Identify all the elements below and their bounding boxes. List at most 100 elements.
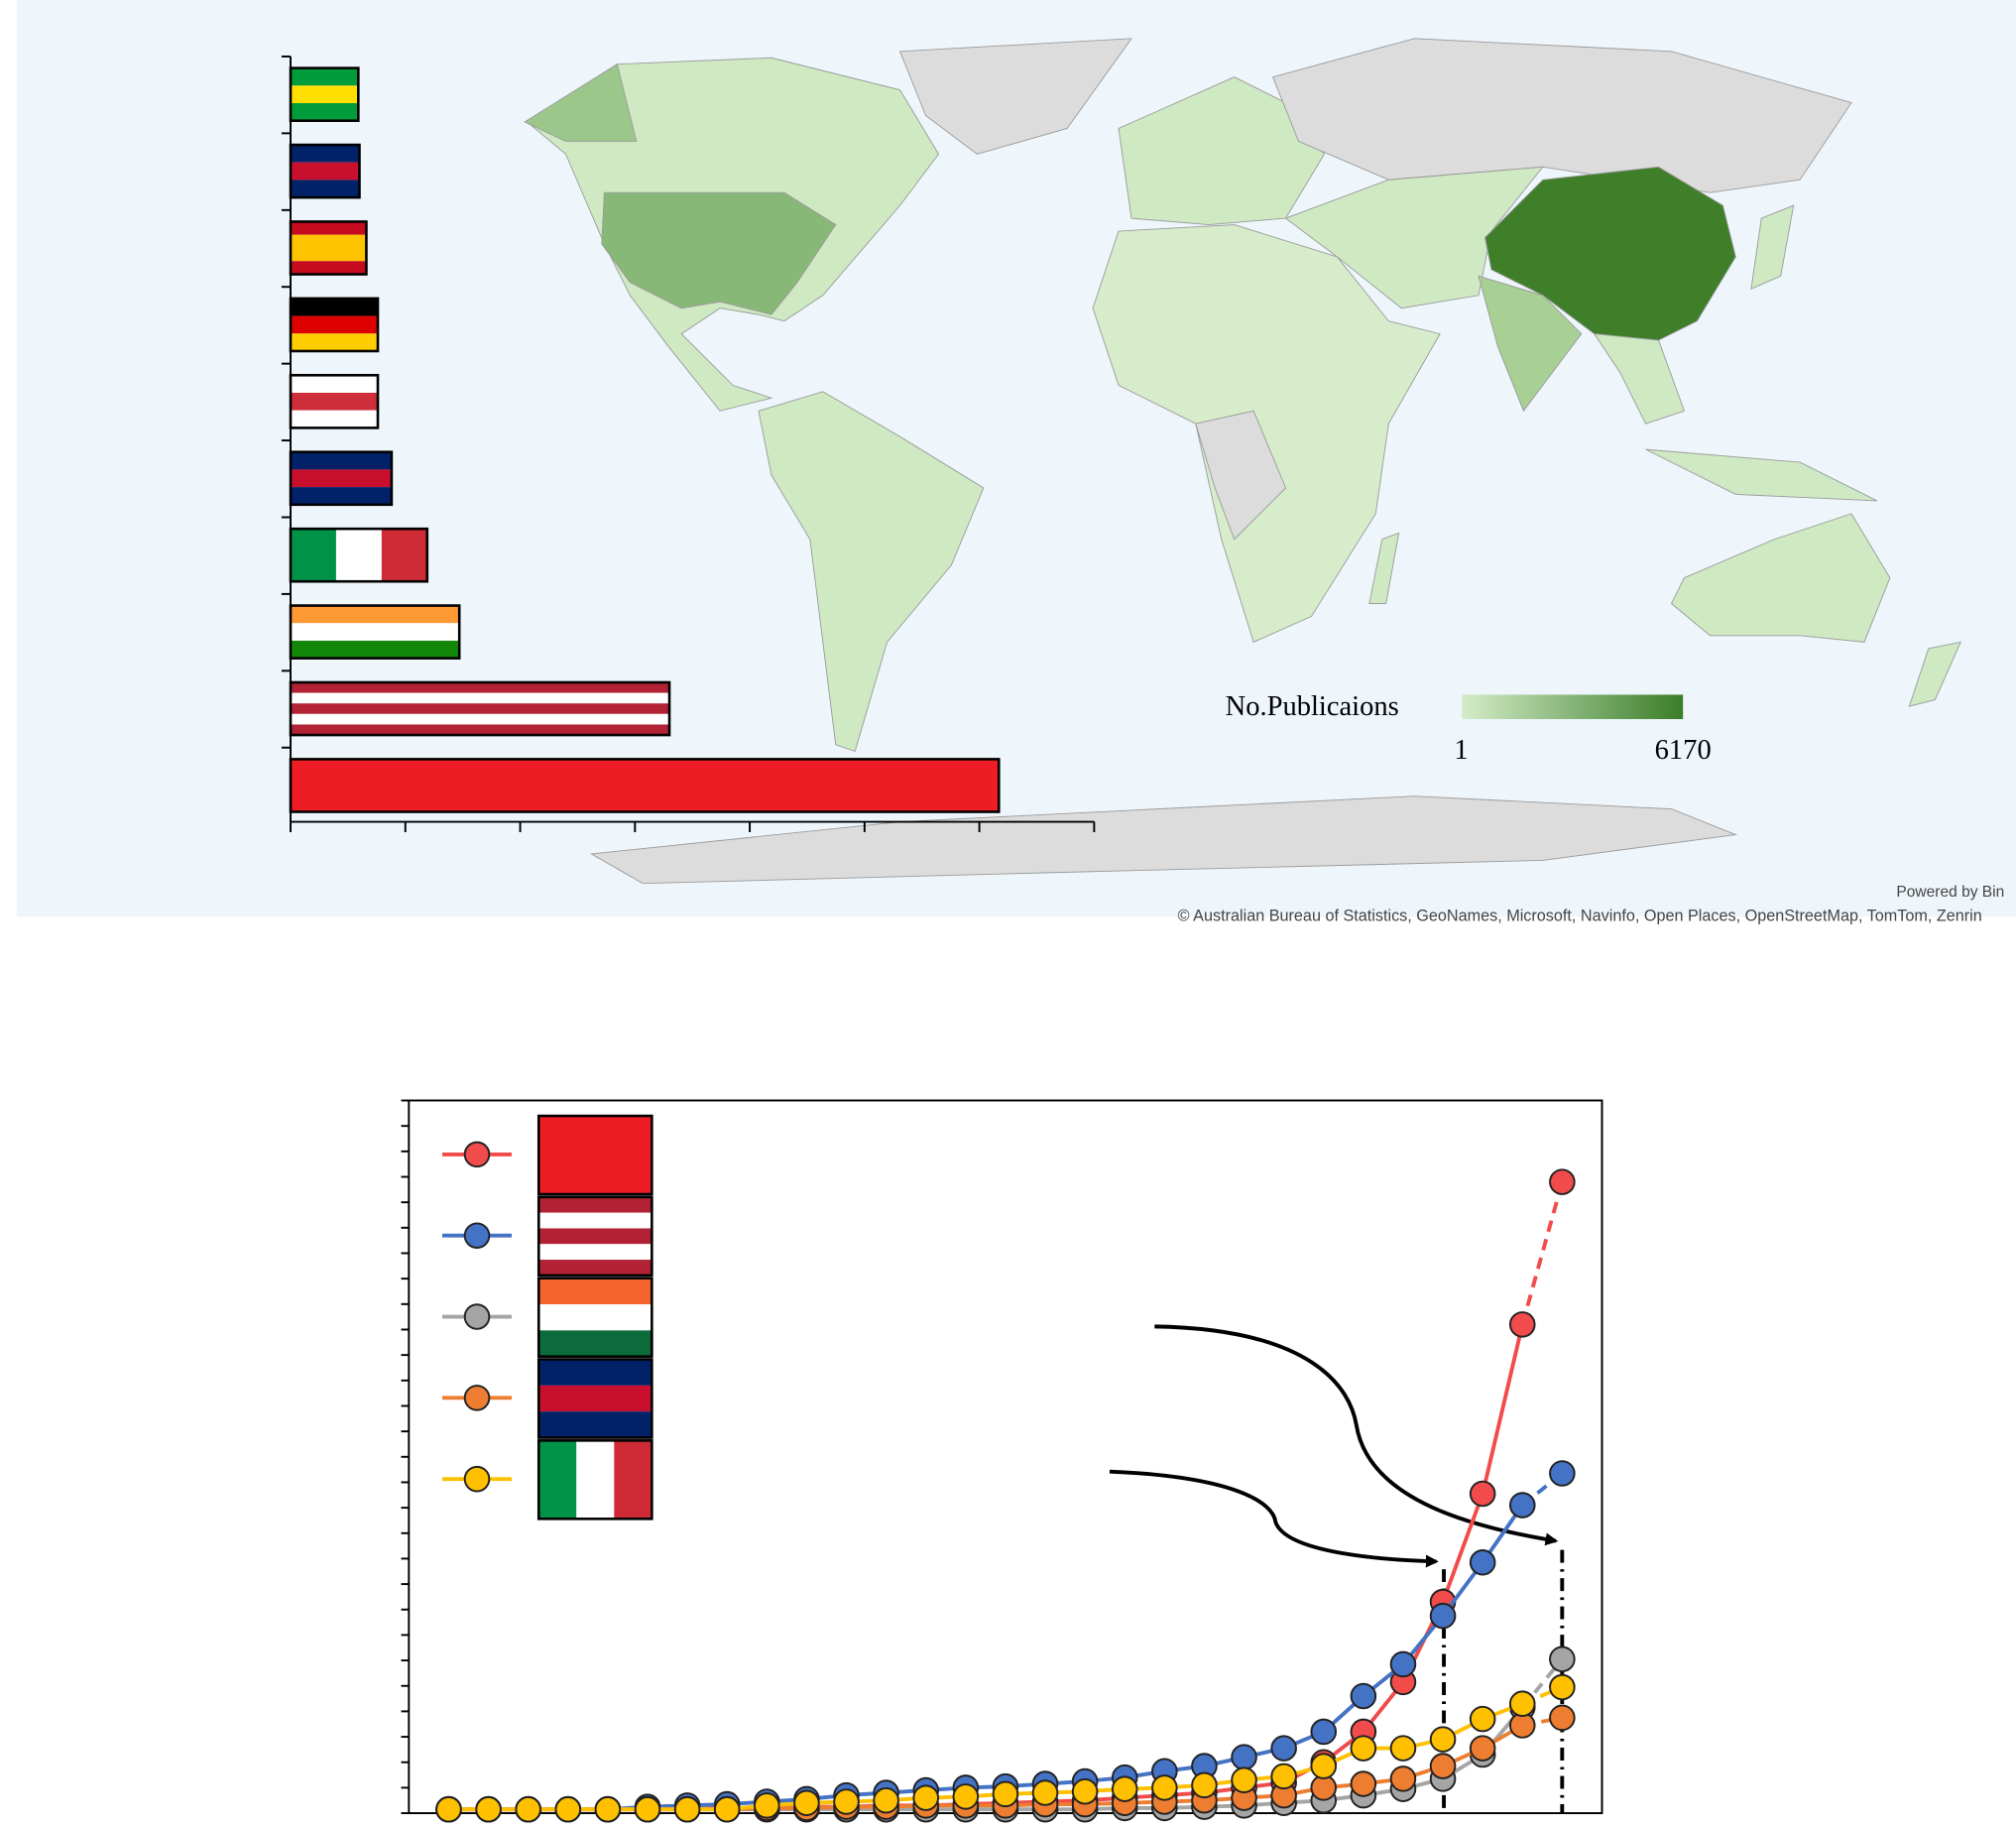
bar — [289, 527, 429, 583]
arrow — [1154, 1324, 1559, 1546]
data-point — [1549, 1460, 1576, 1487]
data-point — [1508, 1492, 1536, 1519]
flag-stripe — [291, 180, 360, 198]
flag-stripe — [291, 451, 392, 470]
bar — [289, 374, 380, 429]
flag-stripe — [291, 410, 379, 428]
indonesia — [1645, 448, 1878, 502]
antarctica — [589, 795, 1738, 885]
russia — [1271, 38, 1852, 193]
data-point — [952, 1783, 980, 1810]
flag-stripe — [538, 1359, 652, 1386]
bar — [289, 680, 671, 737]
bar — [289, 297, 380, 353]
series-line — [448, 1701, 1523, 1812]
madagascar — [1368, 532, 1400, 604]
flag-stripe — [291, 487, 392, 505]
flag-stripe — [538, 1116, 652, 1195]
data-point — [1508, 1690, 1536, 1717]
legend-marker — [463, 1303, 491, 1330]
data-point — [1350, 1770, 1377, 1797]
bar — [289, 66, 360, 122]
australia — [1670, 513, 1891, 643]
flag-stripe — [291, 605, 460, 624]
flag-stripe — [291, 234, 367, 248]
flag-stripe — [538, 1440, 577, 1520]
bar — [289, 143, 361, 199]
data-point — [1231, 1744, 1257, 1770]
legend-marker — [463, 1465, 491, 1493]
flag-stripe — [538, 1411, 652, 1438]
flag-stripe — [291, 298, 379, 316]
series-line — [448, 1504, 1524, 1812]
data-point — [1549, 1645, 1576, 1673]
data-point — [515, 1795, 541, 1823]
west-asia — [1284, 166, 1544, 309]
flag-stripe — [538, 1244, 652, 1261]
flag-stripe — [291, 67, 359, 86]
data-point — [1469, 1549, 1496, 1576]
data-point — [435, 1795, 462, 1823]
data-point — [1031, 1779, 1059, 1806]
flag-stripe — [614, 1440, 652, 1520]
flag-stripe — [291, 713, 670, 725]
data-point — [754, 1792, 780, 1819]
flag-stripe — [291, 315, 379, 334]
data-point — [1508, 1311, 1536, 1338]
data-point — [1469, 1705, 1496, 1733]
flag-stripe — [291, 261, 367, 275]
legend-marker — [463, 1141, 491, 1168]
legend-flag — [536, 1195, 653, 1278]
flag-stripe — [291, 681, 670, 693]
map-copyright: © Australian Bureau of Statistics, GeoNa… — [1178, 908, 1982, 925]
map-land — [524, 38, 1962, 885]
data-point — [475, 1795, 502, 1823]
data-point — [1071, 1777, 1099, 1805]
flag-stripe — [291, 529, 336, 582]
data-point — [1549, 1168, 1576, 1195]
flag-stripe — [538, 1330, 652, 1357]
data-point — [1310, 1718, 1338, 1746]
legend-flag — [536, 1358, 653, 1439]
data-point — [554, 1795, 582, 1823]
data-point — [912, 1784, 940, 1811]
flag-stripe — [538, 1385, 652, 1412]
colorbar-title: No.Publicaions — [1226, 691, 1399, 722]
flag-stripe — [381, 529, 427, 582]
flag-stripe — [291, 724, 670, 736]
legend-flag — [536, 1439, 653, 1521]
colorbar-min: 1 — [1454, 735, 1468, 766]
legend-flag — [536, 1114, 653, 1196]
data-point — [1469, 1480, 1496, 1508]
flag-stripe — [291, 703, 670, 714]
alaska — [524, 63, 638, 142]
data-point — [1310, 1753, 1338, 1779]
flag-stripe — [291, 692, 670, 704]
greenland — [898, 38, 1132, 155]
flag-stripe — [291, 469, 392, 488]
data-point — [1270, 1763, 1297, 1790]
data-point — [1429, 1726, 1457, 1753]
flag-stripe — [538, 1260, 652, 1276]
flag-stripe — [291, 85, 359, 104]
flag-stripe — [291, 162, 360, 181]
flag-stripe — [538, 1228, 652, 1245]
flag-stripe — [291, 145, 360, 163]
flag-stripe — [335, 529, 382, 582]
data-point — [1389, 1735, 1417, 1762]
colorbar-max: 6170 — [1655, 735, 1712, 766]
central-africa — [1195, 410, 1287, 541]
china — [1484, 166, 1736, 341]
data-point — [1549, 1673, 1576, 1701]
flag-stripe — [291, 333, 379, 351]
europe — [1118, 76, 1325, 226]
south-america — [758, 391, 985, 752]
data-point — [1151, 1774, 1178, 1801]
flag-stripe — [291, 623, 460, 641]
bar — [289, 604, 461, 660]
flag-stripe — [291, 392, 379, 411]
new-zealand — [1908, 641, 1962, 707]
data-point — [1469, 1735, 1496, 1762]
